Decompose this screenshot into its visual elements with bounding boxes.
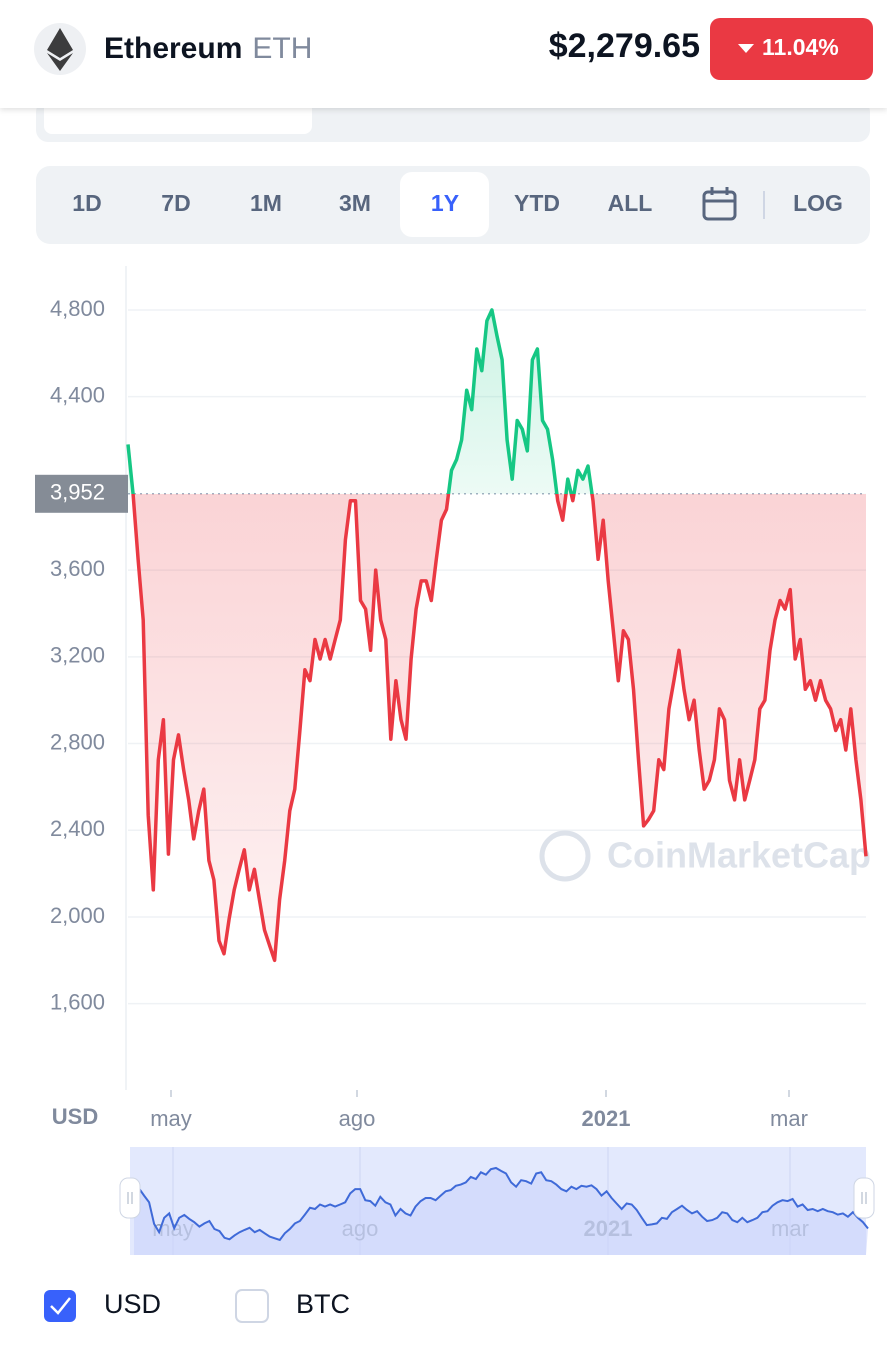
usd-checkbox[interactable] — [44, 1290, 76, 1322]
y-tick-label: 3,200 — [50, 643, 105, 668]
axis-unit: USD — [52, 1104, 98, 1129]
coin-name: Ethereum — [104, 32, 242, 65]
change-value: 11.04% — [762, 34, 839, 60]
range-tab[interactable]: 1D — [72, 190, 101, 216]
watermark: CoinMarketCap — [607, 835, 871, 876]
x-tick-label: may — [150, 1106, 192, 1131]
baseline-label: 3,952 — [50, 480, 105, 505]
range-tab[interactable]: ALL — [608, 190, 653, 216]
coin-symbol: ETH — [252, 32, 312, 65]
watermark-logo — [539, 830, 591, 882]
hidden-tab — [44, 100, 312, 134]
range-tab[interactable]: 1M — [250, 190, 282, 216]
range-tab[interactable]: YTD — [514, 190, 560, 216]
change-badge — [710, 18, 873, 80]
price-area — [128, 310, 866, 961]
y-tick-label: 1,600 — [50, 989, 105, 1014]
navigator-line — [133, 1166, 869, 1242]
btc-option[interactable]: BTC — [296, 1289, 350, 1319]
x-tick-label: 2021 — [582, 1106, 631, 1131]
y-tick-label: 2,000 — [50, 903, 105, 928]
log-button[interactable]: LOG — [793, 190, 843, 216]
calendar-icon[interactable] — [702, 187, 737, 221]
price-line — [126, 308, 868, 963]
y-tick-label: 4,400 — [50, 382, 105, 407]
range-tab[interactable]: 3M — [339, 190, 371, 216]
y-tick-label: 2,400 — [50, 816, 105, 841]
down-arrow — [738, 44, 754, 53]
range-tab[interactable]: 1Y — [431, 190, 459, 216]
baseline-label-bg — [35, 474, 128, 513]
usd-option[interactable]: USD — [104, 1289, 161, 1319]
navigator-handle[interactable] — [853, 1177, 875, 1219]
x-tick-label: ago — [339, 1106, 376, 1131]
price: $2,279.65 — [549, 27, 700, 65]
eth-logo — [47, 28, 73, 71]
y-tick-label: 4,800 — [50, 296, 105, 321]
check-mark — [50, 1297, 71, 1315]
btc-checkbox[interactable] — [235, 1289, 269, 1323]
y-tick-label: 2,800 — [50, 729, 105, 754]
navigator-handle[interactable] — [119, 1177, 141, 1219]
range-tab[interactable]: 7D — [161, 190, 190, 216]
active-tab — [400, 172, 489, 237]
x-tick-label: mar — [770, 1106, 808, 1131]
y-tick-label: 3,600 — [50, 556, 105, 581]
navigator-area — [134, 1168, 868, 1255]
